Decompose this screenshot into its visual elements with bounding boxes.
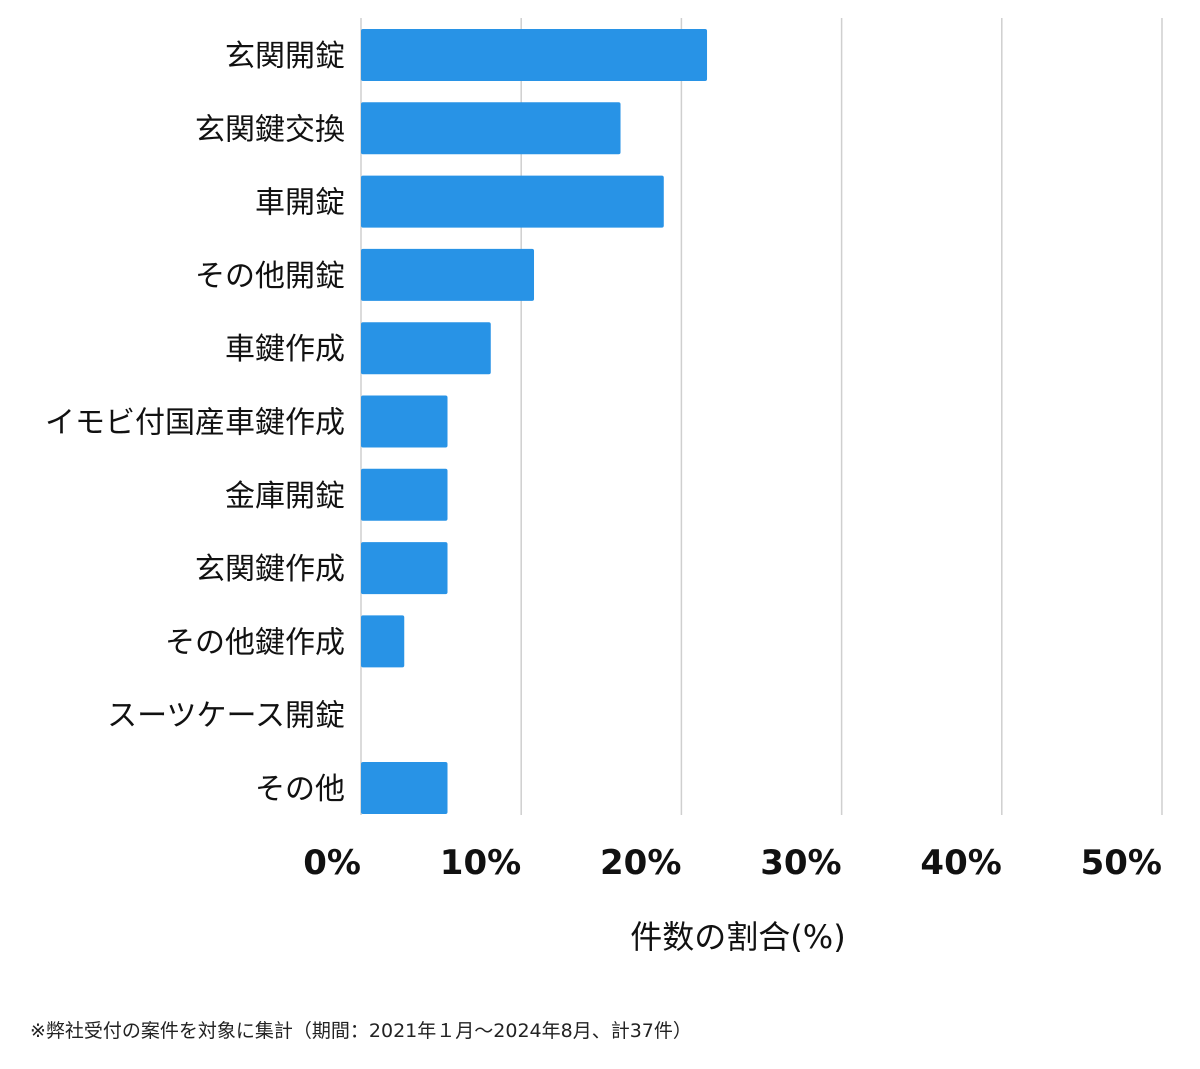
footnote: ※弊社受付の案件を対象に集計（期間：2021年１月〜2024年8月、計37件） [30, 1020, 692, 1042]
bar [361, 395, 448, 448]
x-tick-labels: 0% 10% 20% 30% 40% 50% [303, 843, 1162, 883]
bar [361, 102, 621, 155]
bar-layer [361, 29, 708, 814]
category-label: 金庫開錠 [225, 479, 345, 514]
category-labels: 玄関開錠玄関鍵交換車開錠その他開錠車鍵作成イモビ付国産車鍵作成金庫開錠玄関鍵作成… [45, 39, 345, 807]
bar [361, 322, 491, 375]
bar [361, 248, 535, 301]
x-tick-label: 20% [600, 843, 681, 883]
x-tick-label: 0% [303, 843, 361, 883]
x-tick-label: 10% [440, 843, 521, 883]
category-label: 車鍵作成 [225, 332, 345, 367]
category-label: その他開錠 [195, 259, 345, 294]
x-tick-label: 40% [920, 843, 1001, 883]
category-label: 玄関鍵作成 [195, 552, 345, 587]
x-tick-label: 30% [760, 843, 841, 883]
bar [361, 29, 708, 81]
category-label: 車開錠 [255, 186, 345, 221]
category-label: 玄関開錠 [225, 39, 345, 74]
bar [361, 175, 664, 228]
bar [361, 615, 405, 668]
bar [361, 762, 448, 814]
x-axis-title: 件数の割合(%) [630, 918, 845, 956]
bar [361, 542, 448, 595]
x-tick-label: 50% [1081, 843, 1162, 883]
category-label: スーツケース開錠 [107, 699, 345, 734]
bar-chart: 玄関開錠玄関鍵交換車開錠その他開錠車鍵作成イモビ付国産車鍵作成金庫開錠玄関鍵作成… [45, 18, 1163, 956]
category-label: その他鍵作成 [165, 625, 345, 660]
bar [361, 468, 448, 521]
category-label: イモビ付国産車鍵作成 [45, 406, 345, 441]
category-label: 玄関鍵交換 [195, 112, 345, 147]
category-label: その他 [255, 772, 345, 807]
